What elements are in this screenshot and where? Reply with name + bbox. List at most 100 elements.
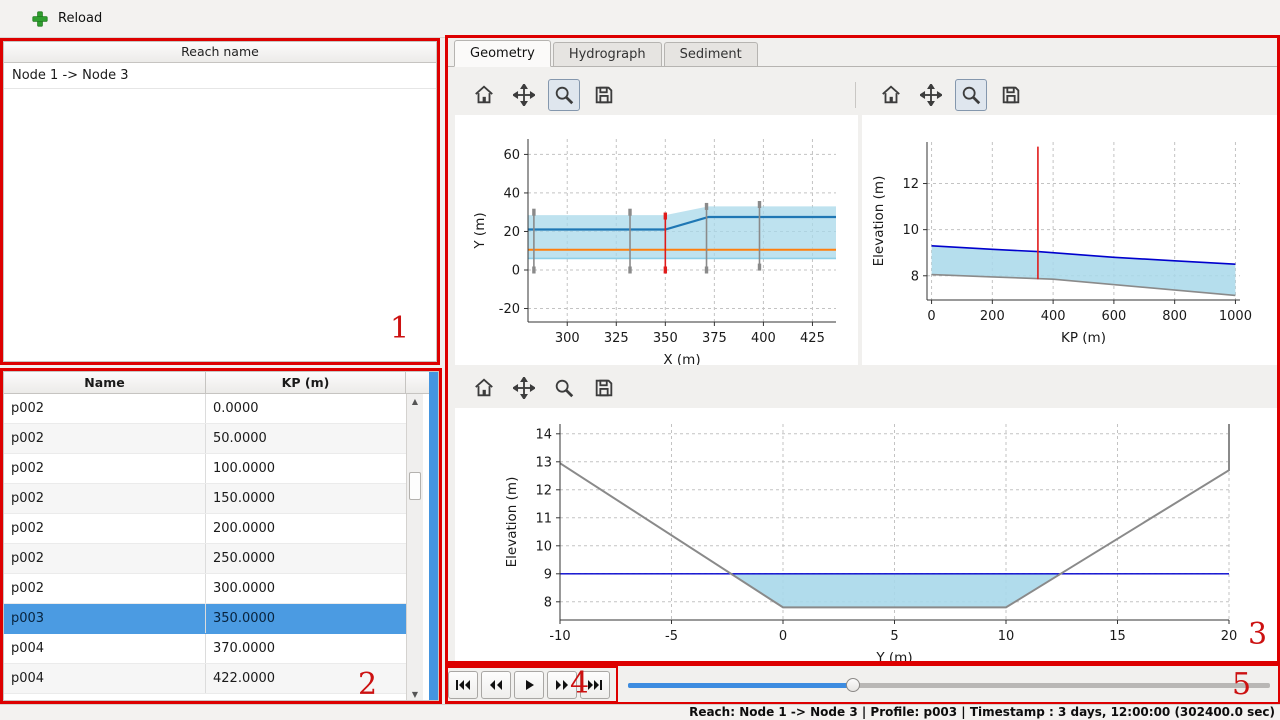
tab-sediment[interactable]: Sediment: [663, 42, 758, 66]
profile-table-body: p002 0.0000 p002 50.0000 p002 100.0000 p002 150…: [4, 394, 406, 700]
svg-text:400: 400: [751, 331, 776, 346]
rewind-icon: [490, 680, 502, 690]
zoom-icon: [555, 379, 574, 398]
timeline-fill: [628, 683, 853, 688]
svg-text:13: 13: [535, 455, 552, 470]
cell-name: p002: [4, 454, 206, 483]
svg-text:20: 20: [503, 225, 520, 240]
save-icon: [595, 86, 613, 104]
scrollbar-thumb[interactable]: [409, 472, 421, 500]
status-bar: Reach: Node 1 -> Node 3 | Profile: p003 …: [0, 704, 1280, 720]
tab-hydrograph[interactable]: Hydrograph: [552, 42, 662, 66]
long-profile-canvas[interactable]: 0 200 400 600 800 1000 8 10 12 KP (m) Elevation (m…: [862, 115, 1278, 365]
table-row[interactable]: p004 370.0000: [4, 634, 406, 664]
table-row[interactable]: p002 200.0000: [4, 514, 406, 544]
cell-name: p002: [4, 394, 206, 423]
table-scrollbar[interactable]: ▲ ▼: [406, 394, 423, 700]
rewind-button[interactable]: [481, 671, 511, 699]
table-header-row: Name KP (m): [4, 372, 438, 394]
svg-text:Y (m): Y (m): [875, 650, 912, 663]
reach-list-item[interactable]: Node 1 -> Node 3: [4, 63, 436, 89]
plan-view-canvas[interactable]: 300 325 350 375 400 425 -20 0 20 40 60 X (m) Y (m): [455, 115, 858, 365]
save-button[interactable]: [995, 79, 1027, 111]
cell-name: p003: [4, 604, 206, 633]
profile-table-panel: Name KP (m) p002 0.0000 p002 50.0000 p002 100…: [3, 371, 439, 701]
reach-list: Node 1 -> Node 3: [4, 63, 436, 89]
home-icon: [882, 85, 900, 104]
reload-icon: [32, 10, 48, 27]
save-icon: [1002, 86, 1020, 104]
svg-text:10: 10: [998, 629, 1015, 644]
zoom-button[interactable]: [955, 79, 987, 111]
cell-kp: 0.0000: [213, 401, 259, 416]
reach-list-panel: Reach name Node 1 -> Node 3: [3, 41, 437, 362]
pan-button[interactable]: [508, 372, 540, 404]
cell-kp: 250.0000: [213, 551, 276, 566]
pan-button[interactable]: [508, 79, 540, 111]
svg-text:5: 5: [890, 629, 898, 644]
home-button[interactable]: [875, 79, 907, 111]
cell-name: p002: [4, 574, 206, 603]
svg-text:0: 0: [927, 309, 935, 324]
zoom-button[interactable]: [548, 79, 580, 111]
svg-text:200: 200: [980, 309, 1005, 324]
panel-splitter[interactable]: [429, 372, 438, 700]
cell-kp: 370.0000: [213, 641, 276, 656]
cell-name: p002: [4, 544, 206, 573]
table-row[interactable]: p004 422.0000: [4, 664, 406, 694]
toolbar-separator: [855, 82, 856, 108]
home-button[interactable]: [468, 372, 500, 404]
home-icon: [475, 85, 493, 104]
column-header-name[interactable]: Name: [4, 372, 206, 393]
home-icon: [475, 378, 493, 397]
save-button[interactable]: [588, 79, 620, 111]
table-row[interactable]: p002 250.0000: [4, 544, 406, 574]
timeline-handle[interactable]: [845, 678, 860, 692]
reload-button[interactable]: Reload: [22, 6, 112, 32]
table-row[interactable]: p002 100.0000: [4, 454, 406, 484]
save-button[interactable]: [588, 372, 620, 404]
cell-kp: 150.0000: [213, 491, 276, 506]
save-icon: [595, 379, 613, 397]
plot-toolbar-profile: [875, 79, 1027, 111]
scrollbar-up-icon[interactable]: ▲: [407, 394, 423, 409]
table-row[interactable]: p002 50.0000: [4, 424, 406, 454]
pan-button[interactable]: [915, 79, 947, 111]
table-row[interactable]: p002 150.0000: [4, 484, 406, 514]
column-header-kp[interactable]: KP (m): [206, 372, 406, 393]
svg-text:600: 600: [1101, 309, 1126, 324]
svg-text:X (m): X (m): [663, 352, 700, 365]
play-button[interactable]: [514, 671, 544, 699]
svg-text:0: 0: [779, 629, 787, 644]
reload-label: Reload: [58, 11, 103, 26]
cell-name: p004: [4, 664, 206, 693]
table-row[interactable]: p003 350.0000: [4, 604, 406, 634]
timeline-slider[interactable]: [628, 666, 1270, 704]
plot-toolbar-cross-section: [468, 372, 620, 404]
svg-text:425: 425: [800, 331, 825, 346]
timeline-track[interactable]: [628, 683, 1270, 688]
plot-toolbar-plan: [468, 79, 620, 111]
svg-text:-20: -20: [499, 302, 520, 317]
playback-bar: [443, 666, 1280, 704]
skip-to-end-button[interactable]: [580, 671, 610, 699]
cell-kp: 100.0000: [213, 461, 276, 476]
svg-text:20: 20: [1221, 629, 1238, 644]
svg-text:15: 15: [1109, 629, 1126, 644]
fast-forward-button[interactable]: [547, 671, 577, 699]
home-button[interactable]: [468, 79, 500, 111]
table-row[interactable]: p002 300.0000: [4, 574, 406, 604]
cross-section-canvas[interactable]: -10 -5 0 5 10 15 20 8 9 10 11 12 13 14 Y (m) Elevation …: [455, 408, 1278, 663]
scrollbar-down-icon[interactable]: ▼: [407, 687, 423, 700]
svg-text:10: 10: [535, 539, 552, 554]
svg-text:350: 350: [653, 331, 678, 346]
tab-geometry[interactable]: Geometry: [454, 40, 551, 67]
skip-to-start-button[interactable]: [448, 671, 478, 699]
cell-name: p002: [4, 484, 206, 513]
pan-icon: [513, 377, 535, 399]
svg-text:325: 325: [604, 331, 629, 346]
table-row[interactable]: p002 0.0000: [4, 394, 406, 424]
zoom-button[interactable]: [548, 372, 580, 404]
status-text: Reach: Node 1 -> Node 3 | Profile: p003 …: [689, 705, 1275, 719]
